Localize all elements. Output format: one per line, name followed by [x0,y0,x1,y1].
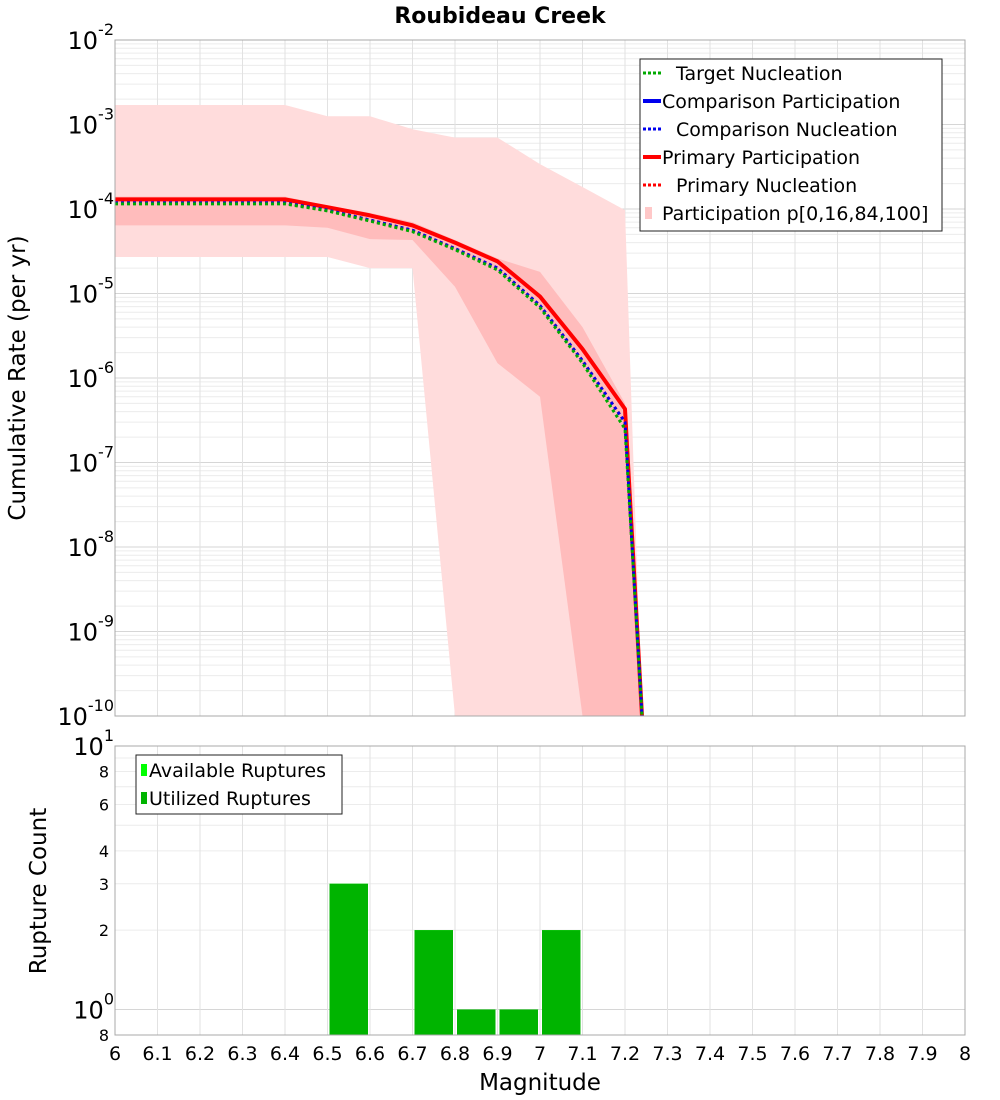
x-tick-label: 6.2 [185,1043,215,1065]
x-tick-label: 7.2 [610,1043,640,1065]
series-primary-participation [115,197,644,717]
legend-box [135,754,343,815]
x-tick-label: 7.8 [865,1043,895,1065]
legend-label: Comparison Nucleation [676,119,898,141]
x-tick-label: 7.7 [822,1043,852,1065]
legend-label: Available Ruptures [149,760,326,782]
legend-label: Comparison Participation [662,91,900,113]
x-tick-label: 6.5 [312,1043,342,1065]
x-tick-label: 6.1 [142,1043,172,1065]
legend-label: Target Nucleation [675,63,843,85]
utilized-ruptures-bar [542,930,581,1035]
legend-box [639,58,943,232]
legend-label: Utilized Ruptures [149,788,311,810]
y-tick-label: 4 [99,842,109,861]
x-tick-label: 8 [959,1043,971,1065]
rate-plot-border [114,39,966,717]
rate-plot-y-label: Cumulative Rate (per yr) [5,235,31,520]
rate-plot: 10-210-310-410-510-610-710-810-910-10 Cu… [5,20,966,731]
x-tick-label: 6.7 [397,1043,427,1065]
utilized-ruptures-bar [414,930,453,1035]
x-tick-label: 6.8 [440,1043,470,1065]
legend-label: Primary Nucleation [676,175,857,197]
x-tick-label: 6.3 [227,1043,257,1065]
chart-title: Roubideau Creek [394,4,607,29]
x-axis-label: Magnitude [479,1070,601,1096]
rate-plot-legend: Target Nucleation Comparison Participatio… [639,58,943,232]
x-tick-label: 7.5 [737,1043,767,1065]
x-tick-label: 7.3 [652,1043,682,1065]
y-tick-label: 2 [99,921,109,940]
x-tick-label: 7.1 [567,1043,597,1065]
band-p0-p100 [115,105,642,716]
x-tick-label: 7 [534,1043,546,1065]
y-tick-label: 8 [99,763,109,782]
utilized-ruptures-bar [329,883,368,1035]
x-tick-label: 6.6 [355,1043,385,1065]
utilized-ruptures-bar [499,1009,538,1035]
legend-label: Primary Participation [662,147,860,169]
band-p16-p84 [115,196,642,717]
legend-label: Participation p[0,16,84,100] [662,203,928,225]
legend-swatch [141,764,147,776]
legend-swatch [141,792,147,804]
rupture-plot-bars [329,883,581,1035]
y-tick-label: 10-9 [68,612,115,647]
rupture-plot-x-ticks: 6 6.1 6.2 6.3 6.4 6.5 6.6 6.7 6.8 6.9 7 7.1 7.2 7.3 7.… [109,1043,971,1065]
x-tick-label: 7.9 [907,1043,937,1065]
legend-swatch [645,207,652,219]
x-tick-label: 6 [109,1043,121,1065]
y-tick-label: 6 [99,795,109,814]
y-tick-label: 3 [99,875,109,894]
x-tick-label: 6.4 [270,1043,300,1065]
rupture-plot-y-label: Rupture Count [26,808,52,974]
x-tick-label: 7.4 [695,1043,725,1065]
rate-plot-series [115,197,644,717]
y-tick-label: 8 [99,1026,109,1045]
series-target-nucleation [115,202,644,717]
utilized-ruptures-bar [457,1009,496,1035]
rupture-plot-legend: Available Ruptures Utilized Ruptures [135,754,343,815]
rate-plot-bands [115,105,642,717]
rupture-plot-border [114,745,966,1036]
x-tick-label: 7.6 [780,1043,810,1065]
x-tick-label: 6.9 [482,1043,512,1065]
